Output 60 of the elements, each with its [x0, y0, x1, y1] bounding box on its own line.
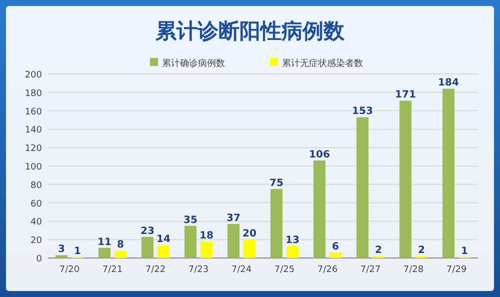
data-label: 1: [461, 246, 468, 258]
bar: [184, 226, 196, 258]
y-tick-label: 100: [24, 162, 42, 172]
y-tick-label: 200: [24, 70, 42, 80]
data-label: 20: [242, 228, 257, 240]
bar: [286, 246, 299, 258]
bar: [158, 245, 170, 258]
y-tick-label: 160: [24, 107, 42, 118]
y-tick-label: 120: [24, 144, 42, 154]
data-label: 1: [74, 246, 82, 258]
data-label: 13: [286, 235, 300, 246]
bar: [442, 88, 454, 258]
y-tick-label: 140: [24, 126, 42, 136]
bar: [227, 224, 240, 258]
y-tick-label: 80: [30, 180, 42, 191]
x-tick-label: 7/26: [317, 265, 338, 275]
y-tick-label: 180: [24, 88, 42, 99]
x-tick-label: 7/22: [145, 265, 166, 275]
data-label: 171: [395, 90, 416, 101]
bar: [356, 117, 368, 258]
bar: [141, 236, 154, 258]
data-label: 153: [352, 106, 373, 118]
bar: [55, 255, 68, 258]
data-label: 37: [226, 212, 240, 224]
chart-title: 累计诊断阳性病例数: [154, 19, 346, 43]
bar: [114, 250, 127, 258]
x-tick-label: 7/21: [102, 265, 123, 275]
x-tick-label: 7/20: [59, 265, 80, 275]
data-label: 75: [270, 178, 284, 189]
data-label: 2: [375, 245, 382, 256]
bar: [313, 160, 326, 258]
data-label: 6: [332, 241, 340, 252]
y-tick-label: 60: [30, 199, 42, 210]
x-tick-label: 7/29: [446, 265, 467, 275]
legend-label: 累计确诊病例数: [162, 58, 225, 69]
y-tick-label: 0: [36, 254, 42, 264]
bar: [200, 241, 213, 258]
data-label: 8: [117, 240, 124, 251]
data-label: 35: [184, 214, 198, 226]
data-label: 14: [156, 234, 171, 246]
x-tick-label: 7/25: [274, 265, 295, 275]
x-tick-label: 7/28: [403, 265, 424, 275]
x-tick-label: 7/23: [188, 265, 209, 275]
bar: [330, 252, 342, 258]
data-label: 23: [140, 226, 154, 237]
data-label: 2: [418, 245, 426, 256]
x-tick-label: 7/24: [231, 265, 252, 275]
bar: [399, 100, 412, 258]
data-label: 3: [58, 244, 65, 256]
legend-label: 累计无症状感染者数: [282, 58, 363, 69]
bar: [98, 248, 110, 258]
data-label: 106: [309, 149, 330, 160]
bar: [244, 240, 256, 258]
y-tick-label: 20: [30, 236, 42, 246]
bar: [270, 189, 282, 258]
data-label: 18: [200, 230, 214, 242]
data-label: 184: [438, 78, 459, 89]
x-tick-label: 7/27: [360, 265, 381, 275]
data-label: 11: [98, 236, 112, 248]
y-tick-label: 40: [30, 218, 42, 228]
